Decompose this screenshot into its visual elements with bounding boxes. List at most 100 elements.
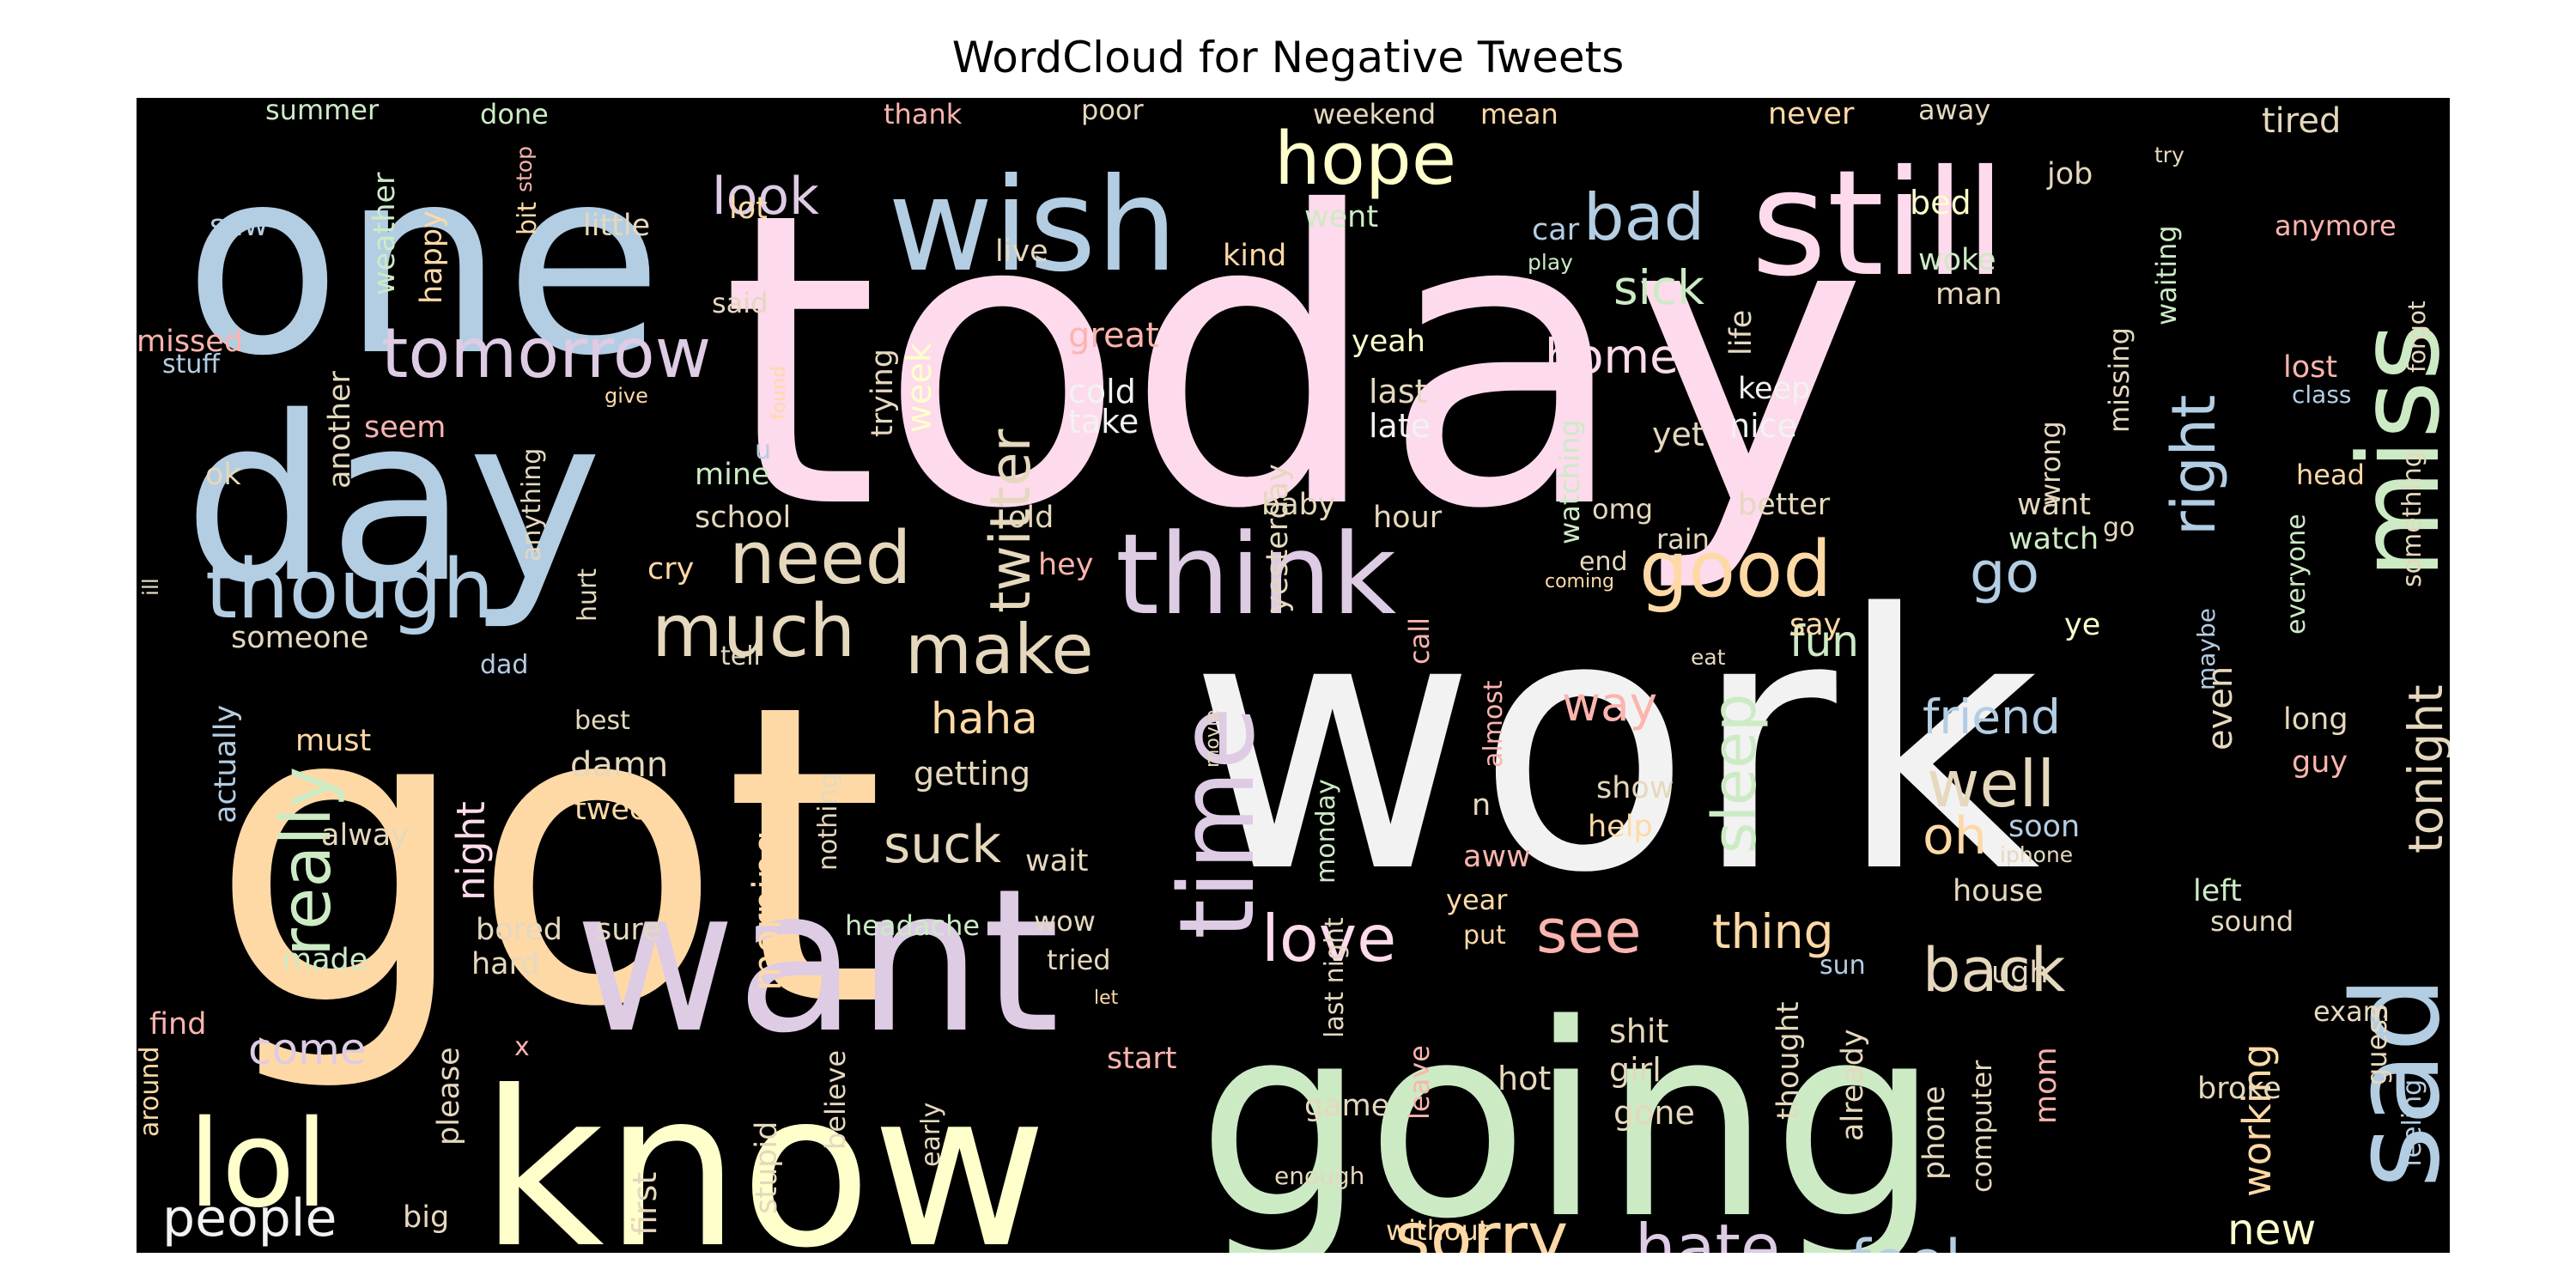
- word-gone: gone: [1613, 1094, 1695, 1132]
- word-play: play: [1528, 250, 1573, 275]
- word-today: today: [720, 127, 1868, 597]
- word-aww: aww: [1463, 840, 1531, 874]
- word-guy: guy: [2292, 745, 2348, 780]
- word-long: long: [2283, 702, 2348, 737]
- word-need: need: [729, 516, 911, 601]
- word-take: take: [1068, 403, 1139, 440]
- word-sun: sun: [1820, 951, 1866, 981]
- word-exam: exam: [2313, 995, 2390, 1028]
- word-something: something: [2397, 451, 2427, 587]
- word-said: said: [712, 287, 768, 319]
- word-still: still: [1751, 139, 2006, 309]
- word-maybe: maybe: [2192, 608, 2221, 690]
- word-everyone: everyone: [2281, 513, 2312, 635]
- word-look: look: [712, 167, 819, 227]
- word-damn: damn: [570, 745, 668, 785]
- word-nothing: nothing: [813, 772, 843, 871]
- word-around: around: [137, 1047, 165, 1137]
- word-guess: guess: [2360, 1005, 2393, 1085]
- word-eat: eat: [1691, 645, 1726, 670]
- word-early: early: [916, 1103, 946, 1167]
- word-wrong: wrong: [2034, 421, 2067, 506]
- word-must: must: [295, 724, 371, 758]
- word-suck: suck: [884, 815, 1001, 875]
- word-waiting: waiting: [2150, 225, 2183, 325]
- word-best: best: [574, 706, 630, 736]
- word-one: one: [184, 112, 663, 412]
- word-well: well: [1927, 746, 2055, 822]
- word-sound: sound: [2210, 905, 2293, 938]
- word-thought: thought: [1771, 1001, 1806, 1120]
- word-baby: baby: [1261, 488, 1336, 522]
- word-working: working: [2234, 1044, 2280, 1197]
- word-tried: tried: [1047, 944, 1111, 976]
- word-weekend: weekend: [1313, 98, 1436, 131]
- word-cry: cry: [647, 552, 694, 586]
- word-left: left: [2193, 874, 2242, 908]
- word-missing: missing: [2103, 327, 2136, 433]
- word-friend: friend: [1923, 690, 2061, 744]
- word-u: u: [755, 435, 771, 465]
- word-life: life: [1724, 310, 1759, 355]
- word-miss: miss: [2334, 323, 2450, 579]
- word-happy: happy: [415, 210, 449, 304]
- word-give: give: [605, 384, 648, 408]
- word-bad: bad: [1583, 179, 1704, 255]
- word-missed: missed: [137, 325, 243, 359]
- word-saw: saw: [210, 209, 268, 243]
- word-end: end: [1579, 547, 1628, 577]
- word-way: way: [1562, 677, 1657, 732]
- word-iphone: iphone: [2000, 842, 2073, 867]
- word-think: think: [1115, 509, 1396, 640]
- word-alway: alway: [321, 818, 409, 853]
- word-stupid: stupid: [750, 1121, 784, 1214]
- word-stuff: stuff: [162, 349, 221, 380]
- word-believe: believe: [819, 1050, 852, 1150]
- word-please: please: [432, 1047, 466, 1145]
- word-stop: stop: [512, 146, 537, 192]
- word-hot: hot: [1498, 1060, 1551, 1097]
- word-day: day: [184, 368, 602, 633]
- word-live: live: [995, 234, 1048, 269]
- word-want: want: [2017, 488, 2091, 522]
- word-soon: soon: [2008, 810, 2080, 844]
- word-got: got: [210, 617, 885, 1097]
- word-oh: oh: [1923, 806, 1987, 866]
- word-shit: shit: [1609, 1012, 1668, 1050]
- word-sad: sad: [2327, 975, 2450, 1188]
- word-class: class: [2292, 380, 2352, 409]
- word-wish: wish: [888, 151, 1178, 301]
- word-help: help: [1588, 810, 1653, 844]
- word-tell: tell: [720, 641, 761, 671]
- word-hard: hard: [471, 947, 540, 981]
- word-done: done: [480, 98, 549, 131]
- word-hate: hate: [1635, 1210, 1780, 1253]
- word-yeah: yeah: [1352, 325, 1425, 359]
- word-people: people: [162, 1188, 337, 1249]
- word-feeling: feeling: [2397, 1079, 2427, 1167]
- word-wait: wait: [1025, 844, 1089, 878]
- word-phone: phone: [1917, 1085, 1952, 1180]
- word-new: new: [2227, 1205, 2316, 1253]
- word-back: back: [1923, 935, 2066, 1005]
- word-morning: morning: [744, 830, 790, 991]
- word-another: another: [323, 371, 357, 489]
- word-though: though: [205, 543, 494, 637]
- wordcloud-panel: today work got going one day know want still wish…: [137, 98, 2450, 1253]
- word-feel: feel: [1850, 1227, 1961, 1253]
- word-really: really: [266, 767, 346, 957]
- word-away: away: [1918, 98, 1990, 126]
- word-seem: seem: [364, 410, 446, 445]
- word-say: say: [1789, 608, 1841, 642]
- word-girl: girl: [1609, 1051, 1662, 1089]
- word-school: school: [695, 501, 791, 535]
- word-haha: haha: [931, 694, 1038, 744]
- word-big: big: [403, 1200, 449, 1235]
- word-rain: rain: [1656, 523, 1710, 556]
- word-let: let: [1094, 987, 1119, 1009]
- word-yesterday: yesterday: [1261, 464, 1295, 613]
- word-movie: movie: [1202, 709, 1224, 768]
- word-late: late: [1369, 407, 1431, 445]
- word-fun: fun: [1789, 617, 1859, 666]
- word-thing: thing: [1712, 904, 1833, 959]
